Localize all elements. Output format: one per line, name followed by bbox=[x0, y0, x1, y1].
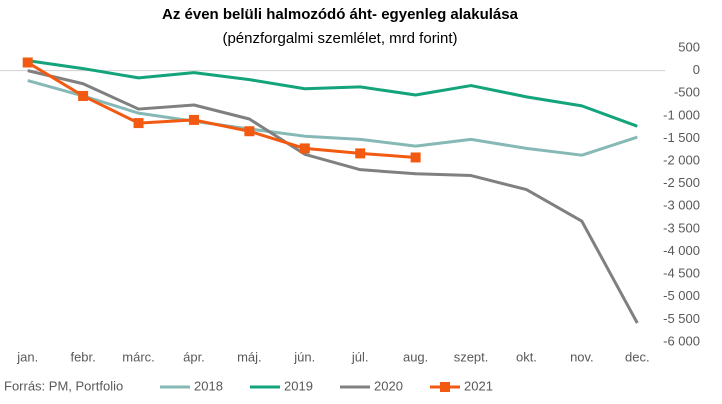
y-tick-label: -3 000 bbox=[663, 198, 700, 213]
y-tick-label: -1 500 bbox=[663, 130, 700, 145]
chart-title: Az éven belüli halmozódó áht- egyenleg a… bbox=[162, 6, 519, 23]
legend-label: 2021 bbox=[464, 378, 493, 393]
y-tick-label: -3 500 bbox=[663, 220, 700, 235]
series-line bbox=[27, 79, 638, 157]
marker bbox=[355, 148, 366, 159]
y-tick-label: -2 500 bbox=[663, 175, 700, 190]
y-tick-label: -1 000 bbox=[663, 107, 700, 122]
marker bbox=[133, 118, 144, 129]
chart-subtitle: (pénzforgalmi szemlélet, mrd forint) bbox=[222, 30, 457, 47]
marker bbox=[410, 152, 421, 163]
x-tick-label: okt. bbox=[516, 349, 537, 364]
y-tick-label: -5 500 bbox=[663, 311, 700, 326]
y-tick-label: -6 000 bbox=[663, 333, 700, 348]
marker bbox=[78, 90, 89, 101]
legend-label: 2020 bbox=[374, 378, 403, 393]
series-line bbox=[26, 61, 416, 159]
source: Forrás: PM, Portfolio bbox=[4, 378, 123, 393]
marker bbox=[299, 143, 310, 154]
x-tick-label: febr. bbox=[70, 349, 95, 364]
x-tick-label: márc. bbox=[122, 349, 155, 364]
y-tick-label: -500 bbox=[674, 85, 700, 100]
y-tick-label: -4 000 bbox=[663, 243, 700, 258]
y-tick-label: -5 000 bbox=[663, 288, 700, 303]
x-tick-label: ápr. bbox=[183, 349, 205, 364]
marker bbox=[188, 114, 199, 125]
marker bbox=[244, 126, 255, 137]
x-tick-label: nov. bbox=[570, 349, 594, 364]
x-tick-label: jan. bbox=[16, 349, 38, 364]
marker bbox=[22, 57, 33, 68]
x-tick-label: szept. bbox=[454, 349, 489, 364]
legend-label: 2018 bbox=[194, 378, 223, 393]
legend-label: 2019 bbox=[284, 378, 313, 393]
y-tick-label: -4 500 bbox=[663, 266, 700, 281]
series-line bbox=[27, 59, 638, 128]
x-tick-label: máj. bbox=[237, 349, 262, 364]
legend-marker bbox=[440, 382, 450, 392]
x-tick-label: júl. bbox=[351, 349, 369, 364]
y-tick-label: 0 bbox=[693, 62, 700, 77]
series-line bbox=[27, 69, 639, 324]
x-tick-label: aug. bbox=[403, 349, 428, 364]
y-tick-label: 500 bbox=[678, 39, 700, 54]
y-tick-label: -2 000 bbox=[663, 153, 700, 168]
x-tick-label: jún. bbox=[293, 349, 315, 364]
x-tick-label: dec. bbox=[625, 349, 650, 364]
